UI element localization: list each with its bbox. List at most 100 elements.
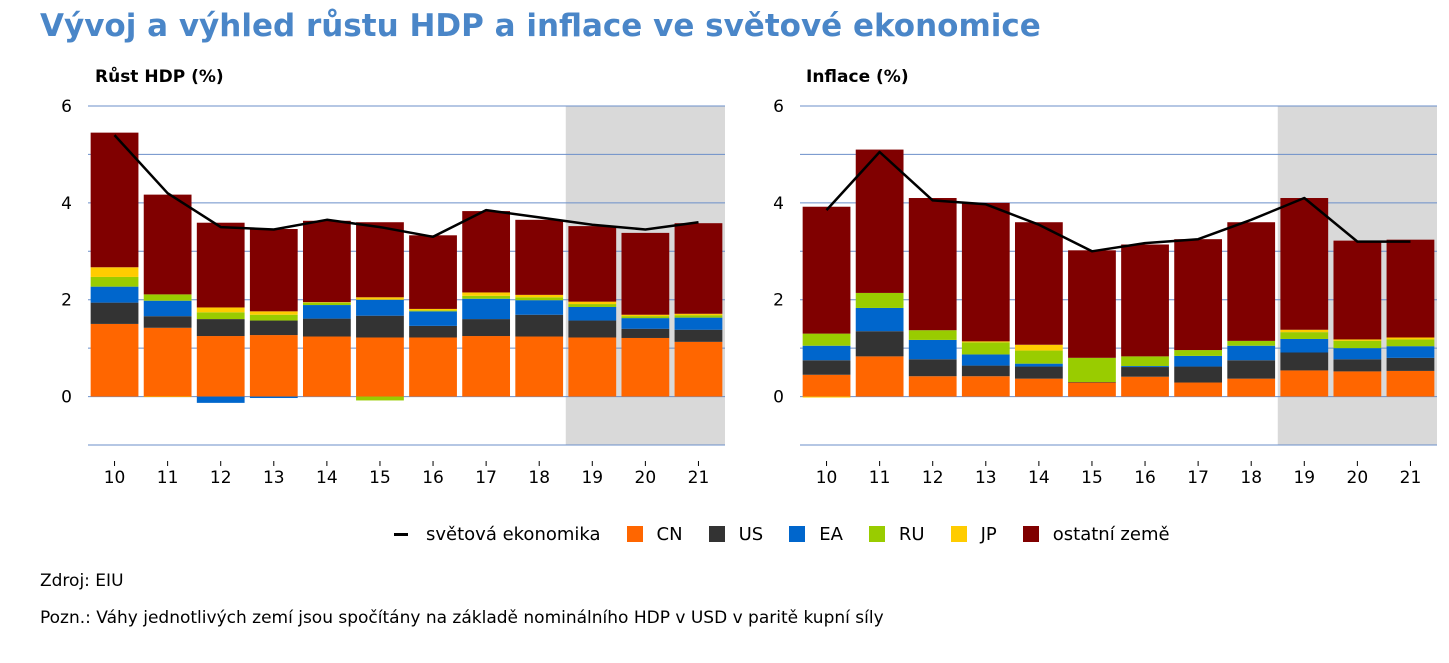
inflation-bar-other — [1333, 240, 1382, 340]
legend-swatch-cn — [626, 526, 643, 542]
gdp-bar-jp — [143, 396, 192, 398]
inflation-world-line — [825, 150, 1411, 253]
legend-swatch-other — [1022, 526, 1039, 542]
gdp-y-tick-label: 4 — [61, 194, 72, 214]
gdp-bar-jp — [515, 294, 564, 298]
inflation-bar-ru — [1174, 350, 1223, 356]
gdp-bar-cn — [409, 337, 457, 397]
legend-label-cn: CN — [656, 523, 683, 545]
legend-item-cn: CN — [626, 523, 683, 545]
legend-swatch-us — [708, 526, 725, 542]
gdp-bar-ea — [90, 286, 139, 303]
legend-item-world: světová ekonomika — [394, 524, 601, 545]
inflation-x-tick-label: 17 — [1187, 468, 1209, 488]
inflation-bar-ea — [802, 345, 851, 361]
gdp-x-tick-label: 18 — [528, 468, 550, 488]
gdp-bar-ea — [409, 311, 457, 326]
legend-label-ru: RU — [898, 523, 925, 545]
gdp-bar-us — [568, 320, 617, 338]
inflation-bar-cn — [1174, 382, 1223, 397]
inflation-bar-other — [802, 206, 851, 334]
inflation-bar-other — [1280, 198, 1329, 330]
inflation-bar-other — [1068, 250, 1116, 358]
inflation-x-tick-label: 21 — [1400, 468, 1422, 488]
gdp-bar-cn — [568, 337, 617, 397]
inflation-bar-us — [1068, 382, 1116, 383]
inflation-x-tick-label: 12 — [922, 468, 944, 488]
gdp-bar-ea — [515, 300, 564, 315]
gdp-bar-other — [249, 229, 298, 312]
gdp-chart: 0 2 4 6 Růst HDP (%) 10 11 12 13 14 15 16 17 18 19 20 21 — [61, 65, 725, 488]
gdp-bar-ea — [568, 306, 617, 321]
legend-label-world: světová ekonomika — [426, 523, 601, 545]
inflation-bar-ru — [1333, 340, 1382, 349]
inflation-bar-ea — [1280, 338, 1329, 353]
inflation-bar-jp — [1333, 339, 1382, 341]
inflation-bar-cn — [1068, 382, 1116, 397]
inflation-bar-ru — [1121, 356, 1169, 367]
gdp-bar-jp — [462, 292, 511, 296]
inflation-bar-us — [1014, 366, 1063, 379]
gdp-bar-jp — [302, 302, 351, 303]
gdp-x-tick-label: 15 — [369, 468, 391, 488]
gdp-bar-cn — [143, 327, 192, 397]
gdp-bar-ru — [515, 297, 564, 301]
gdp-bar-cn — [462, 336, 511, 397]
gdp-x-tick-label: 19 — [581, 468, 603, 488]
legend-line-icon — [394, 532, 408, 536]
gdp-bar-ru — [409, 310, 457, 312]
legend-item-ea: EA — [789, 524, 843, 545]
inflation-bar-ru — [1068, 357, 1116, 383]
gdp-bar-other — [143, 194, 192, 295]
gdp-bar-ru — [568, 304, 617, 307]
gdp-bar-other — [196, 222, 245, 308]
gdp-y-tick-label: 0 — [61, 388, 72, 408]
gdp-bar-jp — [409, 308, 457, 311]
gdp-x-tick-label: 21 — [688, 468, 710, 488]
gdp-bar-other — [302, 220, 351, 303]
inflation-bar-cn — [1014, 378, 1063, 397]
legend-item-us: US — [708, 524, 763, 545]
gdp-bar-ru — [356, 396, 404, 401]
inflation-x-tick-label: 10 — [816, 468, 838, 488]
source-note: Zdroj: EIU — [40, 571, 124, 591]
inflation-bar-ea — [1386, 346, 1435, 358]
gdp-y-tick-label: 2 — [61, 291, 72, 311]
inflation-x-tick-label: 11 — [869, 468, 891, 488]
inflation-bar-us — [1227, 360, 1276, 379]
gdp-x-tick-label: 13 — [263, 468, 285, 488]
gdp-bar-ea — [356, 299, 404, 316]
gdp-x-tick-label: 16 — [422, 468, 444, 488]
gdp-bar-jp — [674, 313, 723, 316]
gdp-bar-cn — [515, 336, 564, 397]
gdp-bar-ru — [249, 314, 298, 321]
inflation-bar-ru — [1280, 332, 1329, 339]
inflation-bar-ru — [1014, 350, 1063, 364]
legend: světová ekonomika CN US EA RU JP ostatní… — [394, 522, 1196, 546]
gdp-bar-cn — [249, 335, 298, 397]
gdp-bar-ea — [196, 396, 245, 403]
inflation-bar-ru — [961, 342, 1010, 355]
gdp-bar-ru — [621, 316, 670, 319]
gdp-bar-cn — [90, 323, 139, 397]
gdp-chart-title: Růst HDP (%) — [95, 65, 224, 87]
inflation-bar-us — [1333, 359, 1382, 372]
gdp-bar-ru — [143, 294, 192, 301]
gdp-bar-other — [674, 223, 723, 314]
inflation-y-tick-label: 2 — [773, 291, 784, 311]
inflation-y-tick-label: 4 — [773, 194, 784, 214]
inflation-bar-cn — [855, 356, 904, 397]
gdp-bar-ru — [302, 302, 351, 306]
inflation-bar-us — [1280, 352, 1329, 371]
inflation-bar-ru — [1386, 339, 1435, 347]
legend-swatch-jp — [950, 526, 967, 542]
gdp-bar-jp — [356, 297, 404, 300]
gdp-x-tick-label: 11 — [157, 468, 179, 488]
gdp-bar-ru — [674, 315, 723, 318]
inflation-bar-jp — [1014, 344, 1063, 351]
gdp-bar-other — [409, 235, 457, 309]
inflation-bar-ea — [1174, 355, 1223, 367]
inflation-bar-ea — [1121, 366, 1169, 368]
legend-label-other: ostatní země — [1052, 523, 1170, 545]
